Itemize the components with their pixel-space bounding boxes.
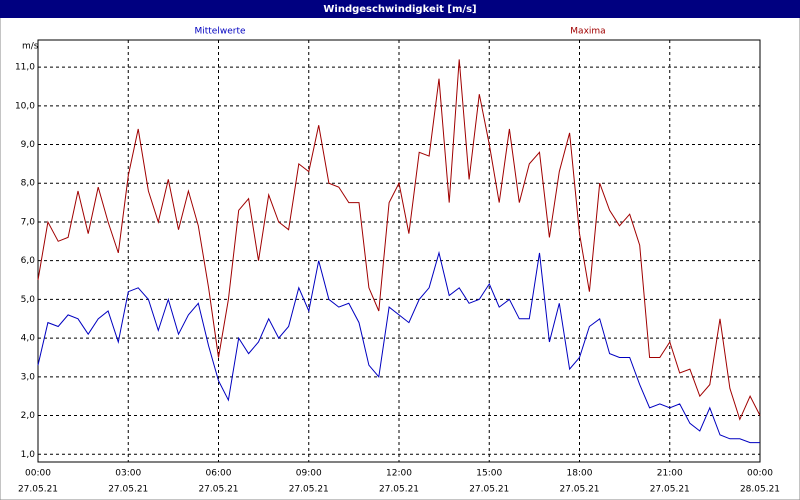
y-tick-label: 6,0: [21, 256, 36, 266]
y-tick-label: 5,0: [21, 295, 36, 305]
y-tick-label: 8,0: [21, 179, 36, 189]
x-tick-label: 15:00: [476, 469, 502, 479]
x-tick-date: 27.05.21: [289, 485, 329, 495]
x-tick-date: 27.05.21: [108, 485, 148, 495]
y-tick-label: 1,0: [21, 450, 36, 460]
chart-title: Windgeschwindigkeit [m/s]: [323, 4, 476, 15]
x-tick-date: 27.05.21: [469, 485, 509, 495]
y-unit: m/s: [22, 42, 39, 52]
y-tick-label: 2,0: [21, 411, 36, 421]
x-tick-date: 27.05.21: [379, 485, 419, 495]
y-tick-label: 7,0: [21, 217, 36, 227]
series-line: [37, 250, 760, 444]
x-tick-label: 09:00: [296, 469, 322, 479]
y-tick-label: 10,0: [15, 101, 35, 111]
legend-label: Mittelwerte: [194, 27, 245, 37]
x-tick-label: 00:00: [747, 469, 773, 479]
title-bar: [0, 0, 800, 18]
series-line: [37, 59, 761, 421]
x-tick-date: 27.05.21: [18, 485, 58, 495]
x-tick-date: 27.05.21: [650, 485, 690, 495]
plot-border: [37, 39, 761, 463]
x-tick-date: 27.05.21: [559, 485, 599, 495]
x-tick-date: 28.05.21: [740, 485, 780, 495]
x-tick-label: 12:00: [386, 469, 412, 479]
y-tick-label: 3,0: [21, 372, 36, 382]
y-tick-label: 9,0: [21, 140, 36, 150]
x-tick-label: 21:00: [657, 469, 683, 479]
x-tick-label: 18:00: [567, 469, 593, 479]
x-tick-label: 06:00: [206, 469, 232, 479]
legend-label: Maxima: [570, 27, 605, 37]
y-tick-label: 11,0: [15, 63, 35, 73]
x-tick-label: 03:00: [115, 469, 141, 479]
x-tick-date: 27.05.21: [198, 485, 238, 495]
x-tick-label: 00:00: [25, 469, 51, 479]
y-tick-label: 4,0: [21, 334, 36, 344]
